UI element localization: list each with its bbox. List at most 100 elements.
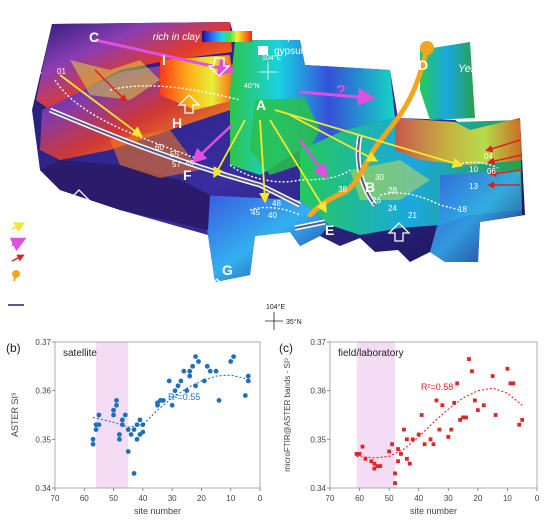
data-point	[440, 403, 445, 408]
data-point	[505, 366, 510, 371]
x-axis-label: site number	[134, 506, 181, 516]
north-label: N	[494, 239, 506, 258]
data-point	[378, 464, 383, 468]
x-tick-label-70: 70	[326, 494, 335, 503]
x-tick-label-20: 20	[197, 494, 206, 503]
data-point	[473, 398, 477, 403]
data-point	[428, 437, 433, 442]
data-point	[372, 466, 377, 471]
y-tick-label: 0.36	[35, 387, 51, 396]
coord-97e: 97°E	[28, 55, 44, 63]
svg-text:fluvial/colluvial transport: fluvial/colluvial transport	[28, 255, 119, 265]
site-30: 30	[375, 173, 384, 182]
data-point	[470, 369, 474, 374]
data-point	[193, 354, 198, 359]
data-point	[461, 415, 465, 420]
yellow-river-label: Yellow River	[458, 63, 520, 75]
y-tick-label: 0.37	[35, 338, 51, 347]
data-point	[231, 354, 237, 359]
x-tick-label-70: 70	[51, 494, 60, 503]
legend-item-suspension: aeolian transport by suspension	[11, 222, 148, 233]
data-point	[517, 422, 522, 427]
data-point	[455, 381, 460, 386]
map-legend: aeolian transport by suspension aeolian …	[8, 222, 174, 325]
colorbar-right-label: rich in quartz sand	[255, 32, 337, 43]
data-point	[114, 402, 119, 408]
x-tick-label-10: 10	[503, 494, 512, 503]
data-point	[90, 441, 96, 447]
coord-35n: 35°N	[286, 318, 302, 326]
panel-b-chart: (b) 70 60 50 40 30 20 10 0 0.34 0.35 0.36 0.37 site n…	[6, 338, 263, 516]
site-numbers: 04 06 10 13 18 21 24 26 28 30 38 40 45 4…	[57, 67, 496, 220]
data-point	[360, 444, 365, 449]
data-point	[375, 464, 380, 468]
trend-line	[92, 374, 246, 428]
plot-frame	[329, 341, 538, 489]
data-point	[511, 381, 516, 386]
panel-a-label: (a)	[8, 9, 23, 23]
region-label-f: F	[183, 167, 192, 183]
data-point	[437, 427, 442, 432]
data-point	[137, 417, 143, 423]
data-point	[354, 452, 359, 456]
region-label-a: A	[256, 97, 266, 113]
data-point	[490, 374, 495, 378]
x-tick-label-30: 30	[444, 494, 453, 503]
panel-label: (c)	[279, 341, 293, 355]
plot-frame	[54, 341, 261, 489]
data-point	[228, 359, 234, 364]
data-point	[122, 412, 128, 418]
site-49: 49	[185, 159, 194, 168]
data-point	[111, 412, 116, 418]
data-point	[399, 452, 403, 456]
legend-item-dune-edge: southern edge of sand dune systems	[8, 315, 167, 325]
x-tick-label-30: 30	[168, 494, 177, 503]
data-point	[520, 417, 525, 422]
data-point	[96, 412, 102, 418]
data-point	[493, 413, 498, 417]
legend-item-saltation: aeolian transport by saltation	[9, 237, 137, 252]
x-tick-label-50: 50	[385, 494, 394, 503]
coord-104e-top: 104°E	[262, 54, 281, 62]
x-tick-label-40: 40	[138, 494, 147, 503]
data-point	[245, 378, 251, 384]
site-26: 26	[372, 196, 381, 205]
y-tick-label: 0.35	[35, 435, 51, 444]
coord-cross-top-center	[259, 62, 277, 80]
data-point	[117, 432, 122, 437]
data-point	[410, 437, 415, 442]
yellow-river-source	[420, 41, 434, 55]
data-point	[434, 398, 439, 403]
data-point	[396, 447, 400, 451]
site-13: 13	[469, 182, 478, 191]
data-point	[242, 393, 248, 398]
site-28: 28	[388, 186, 397, 195]
data-point	[357, 452, 362, 456]
region-letters: A B C D E F G H I	[89, 29, 428, 278]
data-point	[117, 436, 122, 442]
legend-item-yellow-river: Yellow River transport	[12, 270, 111, 282]
data-point	[134, 422, 140, 428]
data-point	[204, 363, 210, 369]
svg-text:Yellow River transport: Yellow River transport	[28, 271, 111, 281]
data-point	[125, 449, 131, 454]
data-point	[446, 435, 451, 439]
colorbar: rich in clay rich in quartz sand gypsum	[153, 31, 337, 57]
question-mark: ?	[336, 83, 346, 100]
data-point	[201, 378, 207, 384]
data-point	[467, 357, 471, 361]
site-55: 55	[170, 150, 179, 159]
data-point	[390, 442, 394, 447]
site-01: 01	[57, 67, 66, 76]
coord-cross-top-left	[28, 66, 42, 80]
legend-item-miscalibrated: mis-calibrated image/path	[8, 281, 126, 296]
region-label-e: E	[325, 222, 334, 238]
x-tick-label-10: 10	[226, 494, 235, 503]
satellite-mosaic	[32, 22, 525, 282]
y-tick-label: 0.36	[310, 387, 326, 396]
data-point	[184, 388, 190, 394]
data-point	[475, 408, 480, 413]
site-38: 38	[338, 185, 347, 194]
data-point	[140, 429, 146, 435]
